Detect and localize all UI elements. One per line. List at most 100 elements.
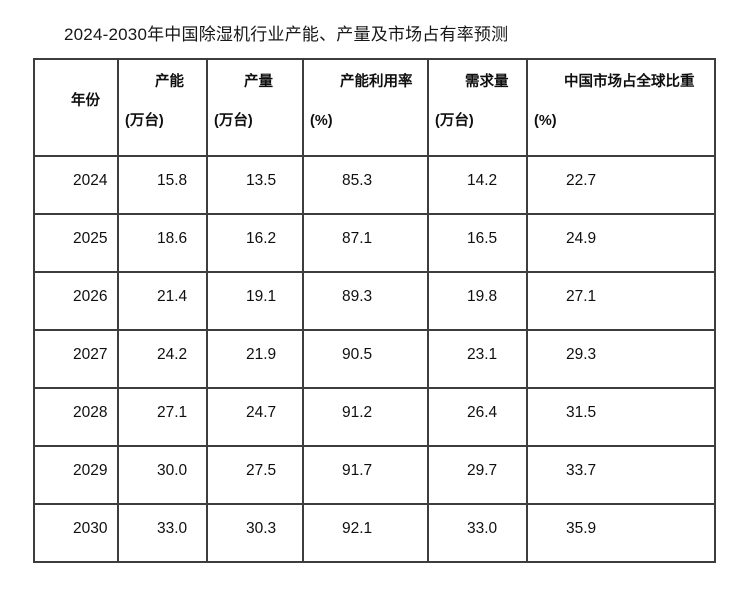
cell-value: 27.1	[566, 288, 597, 305]
table-row: 2030 33.0 30.3 92.1 33.0 35.9	[33, 503, 716, 563]
cell-value: 23.1	[467, 346, 498, 363]
table-cell: 30.0	[117, 445, 208, 505]
table-row: 2028 27.1 24.7 91.2 26.4 31.5	[33, 387, 716, 447]
col-header-utilization-rate: 产能利用率 (%)	[302, 58, 429, 157]
table-cell: 27.5	[206, 445, 304, 505]
table-cell: 2030	[33, 503, 119, 563]
col-header-name: 中国市场占全球比重	[564, 73, 695, 90]
table-row: 2027 24.2 21.9 90.5 23.1 29.3	[33, 329, 716, 389]
table-cell: 21.4	[117, 271, 208, 331]
cell-value: 16.2	[246, 230, 277, 247]
cell-value: 2028	[73, 404, 108, 421]
cell-value: 31.5	[566, 404, 597, 421]
table-cell: 31.5	[526, 387, 716, 447]
col-header-name: 年份	[71, 93, 100, 109]
table-cell: 27.1	[526, 271, 716, 331]
table-row: 2029 30.0 27.5 91.7 29.7 33.7	[33, 445, 716, 505]
table-cell: 16.5	[427, 213, 528, 273]
table-cell: 33.0	[117, 503, 208, 563]
col-header-name: 产量	[244, 73, 273, 90]
table-cell: 14.2	[427, 155, 528, 215]
table-cell: 13.5	[206, 155, 304, 215]
col-header-output: 产量 (万台)	[206, 58, 304, 157]
cell-value: 33.0	[467, 520, 498, 537]
table-cell: 35.9	[526, 503, 716, 563]
col-header-name: 产能	[155, 73, 184, 90]
cell-value: 30.3	[246, 520, 277, 537]
table-cell: 2027	[33, 329, 119, 389]
cell-value: 24.9	[566, 230, 597, 247]
table-cell: 2029	[33, 445, 119, 505]
cell-value: 21.4	[157, 288, 188, 305]
cell-value: 30.0	[157, 462, 188, 479]
cell-value: 29.7	[467, 462, 498, 479]
cell-value: 2025	[73, 230, 108, 247]
cell-value: 27.5	[246, 462, 277, 479]
table-cell: 33.7	[526, 445, 716, 505]
table-cell: 2025	[33, 213, 119, 273]
table-cell: 2024	[33, 155, 119, 215]
table-cell: 15.8	[117, 155, 208, 215]
cell-value: 91.2	[342, 404, 373, 421]
cell-value: 27.1	[157, 404, 188, 421]
col-header-year: 年份	[33, 58, 119, 157]
cell-value: 13.5	[246, 172, 277, 189]
cell-value: 21.9	[246, 346, 277, 363]
table-cell: 24.2	[117, 329, 208, 389]
cell-value: 35.9	[566, 520, 597, 537]
table-cell: 24.7	[206, 387, 304, 447]
table-cell: 18.6	[117, 213, 208, 273]
cell-value: 29.3	[566, 346, 597, 363]
col-header-name: 产能利用率	[340, 73, 413, 90]
table-cell: 19.8	[427, 271, 528, 331]
col-header-name: 需求量	[465, 73, 509, 90]
table-cell: 2028	[33, 387, 119, 447]
col-header-china-global-share: 中国市场占全球比重 (%)	[526, 58, 716, 157]
table-cell: 89.3	[302, 271, 429, 331]
cell-value: 24.7	[246, 404, 277, 421]
table-cell: 91.7	[302, 445, 429, 505]
col-header-unit: (%)	[310, 112, 333, 129]
cell-value: 33.0	[157, 520, 188, 537]
cell-value: 2027	[73, 346, 108, 363]
cell-value: 2030	[73, 520, 108, 537]
forecast-table: 年份 产能 (万台) 产量 (万台) 产能利用率 (%) 需求量 (万台) 中国…	[33, 58, 716, 563]
col-header-unit: (万台)	[435, 112, 474, 129]
table-cell: 91.2	[302, 387, 429, 447]
cell-value: 22.7	[566, 172, 597, 189]
cell-value: 16.5	[467, 230, 498, 247]
table-cell: 23.1	[427, 329, 528, 389]
cell-value: 19.1	[246, 288, 277, 305]
table-header-row: 年份 产能 (万台) 产量 (万台) 产能利用率 (%) 需求量 (万台) 中国…	[33, 58, 716, 157]
cell-value: 24.2	[157, 346, 188, 363]
cell-value: 2024	[73, 172, 108, 189]
cell-value: 14.2	[467, 172, 498, 189]
cell-value: 33.7	[566, 462, 597, 479]
table-cell: 30.3	[206, 503, 304, 563]
table-cell: 87.1	[302, 213, 429, 273]
col-header-unit: (万台)	[125, 112, 164, 129]
cell-value: 85.3	[342, 172, 373, 189]
table-cell: 22.7	[526, 155, 716, 215]
table-cell: 16.2	[206, 213, 304, 273]
table-cell: 24.9	[526, 213, 716, 273]
table-row: 2026 21.4 19.1 89.3 19.8 27.1	[33, 271, 716, 331]
cell-value: 18.6	[157, 230, 188, 247]
col-header-demand: 需求量 (万台)	[427, 58, 528, 157]
cell-value: 87.1	[342, 230, 373, 247]
cell-value: 15.8	[157, 172, 188, 189]
table-title: 2024-2030年中国除湿机行业产能、产量及市场占有率预测	[64, 25, 509, 44]
table-cell: 90.5	[302, 329, 429, 389]
cell-value: 89.3	[342, 288, 373, 305]
table-body: 2024 15.8 13.5 85.3 14.2 22.7 2025 18.6 16.2 87.1…	[33, 155, 716, 563]
cell-value: 2029	[73, 462, 108, 479]
col-header-unit: (万台)	[214, 112, 253, 129]
table-row: 2024 15.8 13.5 85.3 14.2 22.7	[33, 155, 716, 215]
table-cell: 27.1	[117, 387, 208, 447]
cell-value: 91.7	[342, 462, 373, 479]
table-cell: 26.4	[427, 387, 528, 447]
cell-value: 2026	[73, 288, 108, 305]
col-header-unit: (%)	[534, 112, 557, 129]
table-cell: 85.3	[302, 155, 429, 215]
